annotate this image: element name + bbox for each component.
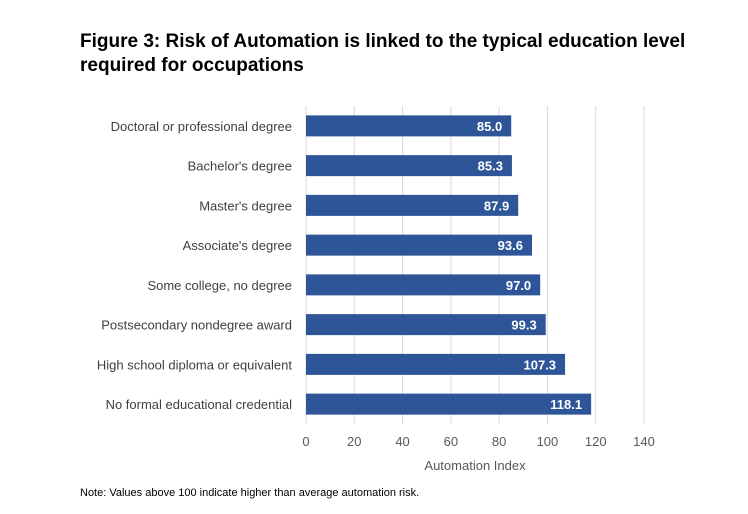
category-label: Associate's degree [183, 238, 292, 253]
category-label: Master's degree [199, 198, 292, 213]
x-tick-label: 80 [492, 434, 506, 449]
x-axis-tick-labels: 0 20 40 60 80 100 120 140 [302, 434, 654, 449]
bar-value-label: 99.3 [511, 318, 536, 333]
category-label: Postsecondary nondegree award [101, 318, 292, 333]
bar-value-label: 107.3 [524, 357, 557, 372]
x-tick-label: 140 [633, 434, 655, 449]
footnote: Note: Values above 100 indicate higher t… [80, 487, 420, 499]
category-label: Doctoral or professional degree [111, 119, 292, 134]
x-tick-label: 20 [347, 434, 361, 449]
bar [306, 115, 512, 137]
x-tick-label: 100 [537, 434, 559, 449]
bar-value-label: 87.9 [484, 198, 509, 213]
bar-value-labels: 85.0 85.3 87.9 93.6 97.0 99.3 107.3 118.1 [477, 119, 582, 412]
bar-value-label: 97.0 [506, 278, 531, 293]
bar [306, 194, 519, 216]
bar-value-label: 85.0 [477, 119, 502, 134]
bar [306, 155, 512, 177]
bar [306, 234, 532, 256]
bar [306, 314, 546, 336]
bar [306, 393, 592, 415]
x-axis-title: Automation Index [424, 458, 526, 473]
category-label: High school diploma or equivalent [97, 357, 293, 372]
x-tick-label: 0 [302, 434, 309, 449]
bar-value-label: 85.3 [478, 159, 503, 174]
bar-value-label: 118.1 [550, 397, 582, 412]
gridlines [305, 106, 645, 424]
chart-title: Figure 3: Risk of Automation is linked t… [80, 31, 686, 76]
category-label: Some college, no degree [147, 278, 292, 293]
x-tick-label: 60 [444, 434, 458, 449]
category-label: Bachelor's degree [188, 159, 292, 174]
bars [306, 115, 592, 415]
x-tick-label: 120 [585, 434, 607, 449]
bar [306, 274, 541, 296]
bar [306, 353, 566, 375]
bar-value-label: 93.6 [498, 238, 523, 253]
x-tick-label: 40 [395, 434, 409, 449]
category-labels: Doctoral or professional degree Bachelor'… [97, 119, 293, 412]
category-label: No formal educational credential [106, 397, 293, 412]
